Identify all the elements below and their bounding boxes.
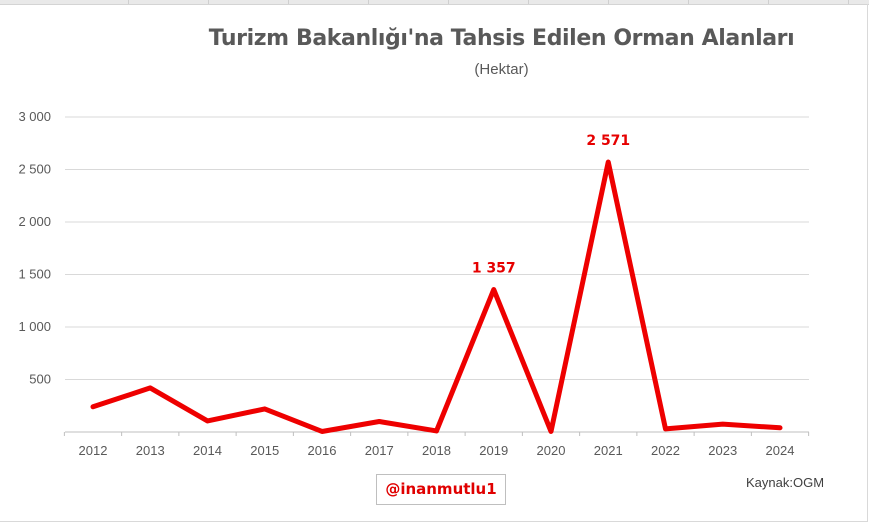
data-label: 1 357 (472, 261, 516, 277)
x-tick-label: 2014 (193, 443, 222, 458)
chart-area-border (0, 4, 868, 522)
y-tick-label: 500 (29, 372, 51, 387)
y-tick-label: 2 000 (18, 214, 51, 229)
x-tick-label: 2022 (651, 443, 680, 458)
y-tick-label: 1 000 (18, 319, 51, 334)
x-tick-label: 2021 (594, 443, 623, 458)
watermark-badge: @inanmutlu1 (376, 474, 506, 505)
x-tick-label: 2016 (308, 443, 337, 458)
x-tick-label: 2020 (537, 443, 566, 458)
x-tick-label: 2013 (136, 443, 165, 458)
data-label: 2 571 (586, 133, 630, 149)
y-tick-label: 2 500 (18, 162, 51, 177)
chart-subtitle: (Hektar) (474, 61, 529, 78)
x-tick-label: 2024 (766, 443, 795, 458)
x-tick-label: 2017 (365, 443, 394, 458)
chart-title: Turizm Bakanlığı'na Tahsis Edilen Orman … (208, 26, 795, 51)
x-tick-label: 2019 (479, 443, 508, 458)
spreadsheet-grid-strip (0, 0, 869, 5)
y-tick-label: 1 500 (18, 267, 51, 282)
series-line (90, 159, 783, 434)
x-tick-label: 2015 (250, 443, 279, 458)
x-tick-label: 2018 (422, 443, 451, 458)
source-note: Kaynak:OGM (746, 475, 825, 490)
x-tick-label: 2023 (708, 443, 737, 458)
y-tick-label: 3 000 (18, 109, 51, 124)
x-tick-label: 2012 (79, 443, 108, 458)
